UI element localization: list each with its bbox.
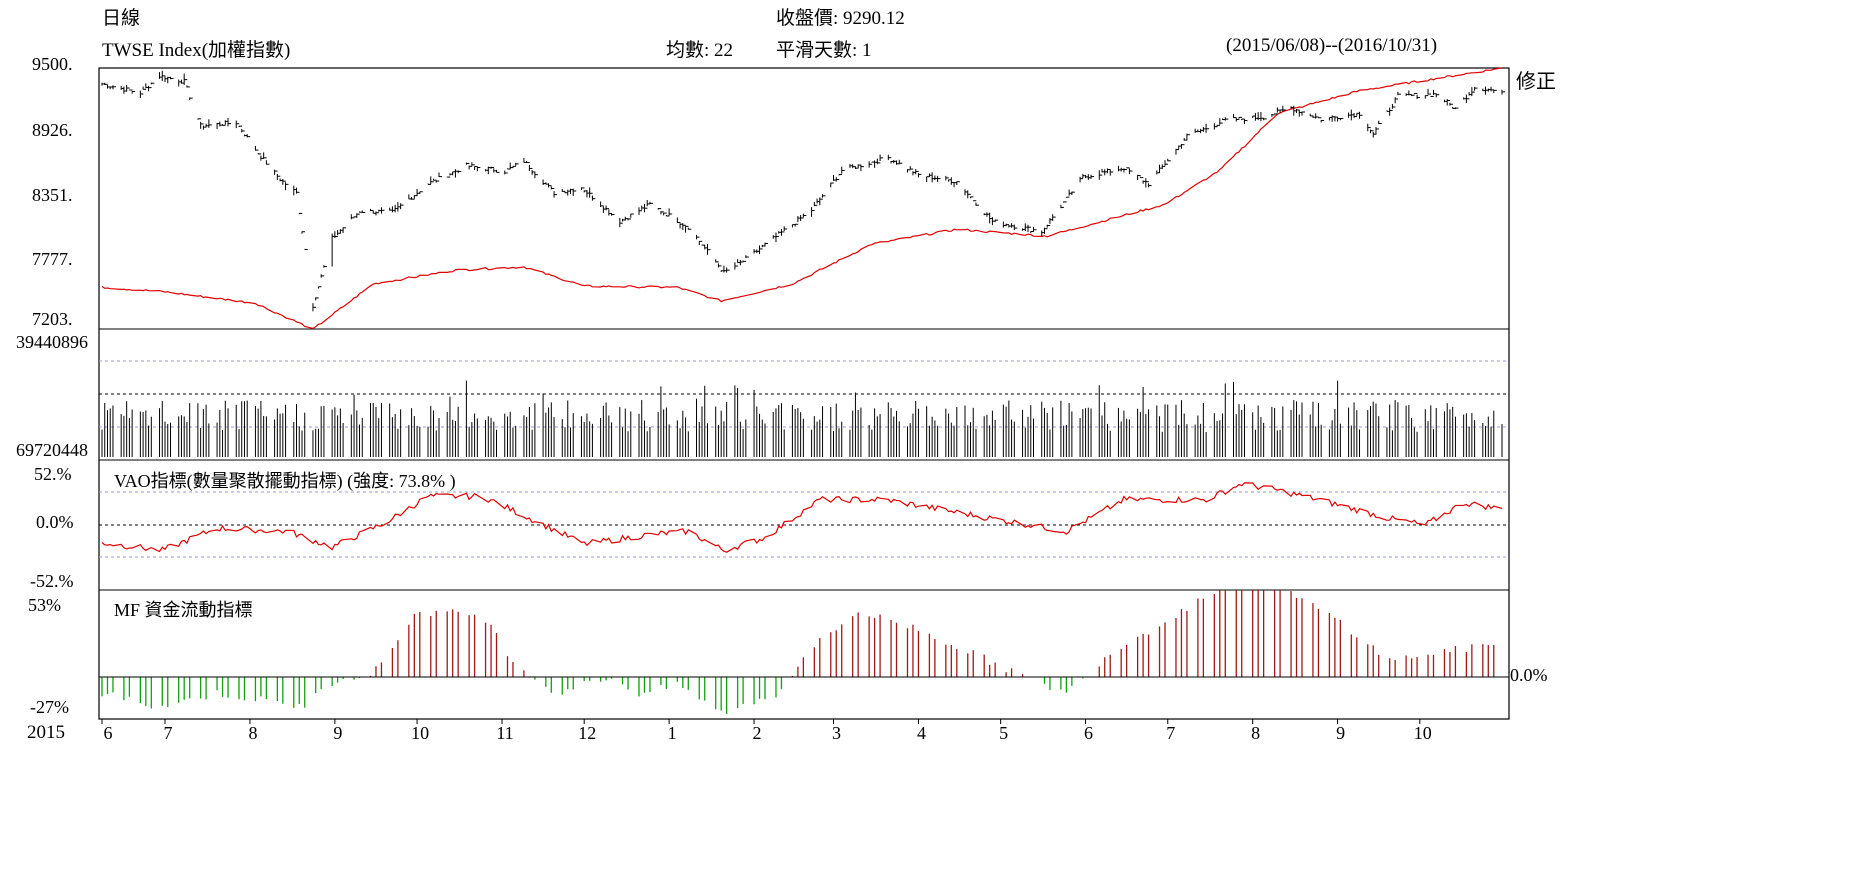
volume-top-label: 39440896 [16, 332, 88, 352]
month-label: 1 [668, 723, 677, 743]
mf-title: MF 資金流動指標 [114, 600, 253, 620]
vao-line [101, 482, 1503, 553]
month-label: 10 [411, 723, 429, 743]
smooth-value: 1 [862, 40, 872, 61]
price-tick-label: 8351. [32, 185, 73, 205]
month-label: 9 [1336, 723, 1345, 743]
month-label: 6 [1084, 723, 1093, 743]
month-label: 11 [496, 723, 513, 743]
adjust-button[interactable]: 修正 [1516, 71, 1556, 93]
month-label: 7 [1166, 723, 1175, 743]
month-label: 5 [999, 723, 1008, 743]
price-tick-label: 9500. [32, 54, 73, 74]
price-tick-label: 7777. [32, 249, 73, 269]
close-price-value: 9290.12 [843, 8, 905, 29]
mf-zero-label: 0.0% [1510, 665, 1548, 685]
vao-tick-label: 52.% [34, 464, 72, 484]
price-tick-label: 7203. [32, 309, 73, 329]
index-name: TWSE Index(加權指數) [102, 40, 291, 61]
month-label: 7 [164, 723, 173, 743]
month-label: 2 [753, 723, 762, 743]
year-label: 2015 [27, 722, 65, 743]
vao-title: VAO指標(數量聚散擺動指標) (強度: 73.8% ) [114, 471, 456, 491]
month-label: 12 [578, 723, 596, 743]
mf-tick-label: -27% [30, 697, 69, 717]
month-label: 6 [104, 723, 113, 743]
ma-value: 22 [714, 40, 734, 61]
month-label: 8 [248, 723, 257, 743]
vao-tick-label: 0.0% [36, 512, 74, 532]
smooth-label: 平滑天數: [776, 40, 858, 61]
close-price: 收盤價: 9290.12 [776, 3, 905, 30]
month-label: 3 [832, 723, 841, 743]
close-price-label: 收盤價: [776, 8, 839, 29]
mf-tick-label: 53% [28, 595, 61, 615]
month-label: 4 [917, 723, 926, 743]
moving-average-setting: 均數: 22 [666, 35, 733, 62]
vao-tick-label: -52.% [30, 571, 74, 591]
month-label: 9 [333, 723, 342, 743]
period-label: 日線 [102, 8, 141, 29]
price-tick-label: 8926. [32, 120, 73, 140]
smoothing-setting: 平滑天數: 1 [776, 35, 872, 62]
moving-average-line [101, 67, 1503, 330]
volume-bottom-label: 69720448 [16, 440, 88, 460]
date-range: (2015/06/08)--(2016/10/31) [1226, 35, 1438, 56]
month-label: 8 [1251, 723, 1260, 743]
month-label: 10 [1414, 723, 1432, 743]
ma-label: 均數: [666, 40, 710, 61]
